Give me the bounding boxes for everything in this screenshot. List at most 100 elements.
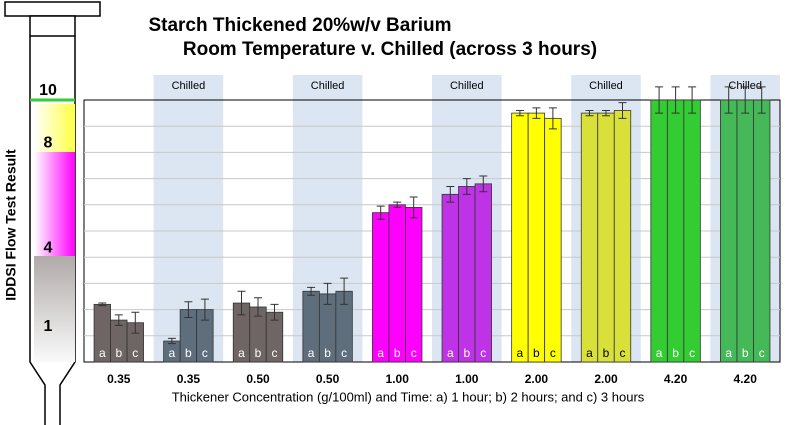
bar-letter: b <box>533 346 540 360</box>
bar <box>720 99 738 363</box>
x-tick-label: 1.00 <box>455 372 479 386</box>
bar-letter: a <box>238 346 245 360</box>
bar-letter: b <box>185 346 192 360</box>
x-tick-label: 2.00 <box>594 372 618 386</box>
bar-letter: b <box>394 346 401 360</box>
highlight-label: Chilled <box>311 80 345 92</box>
bar-letter: c <box>341 346 347 360</box>
bar-letter: b <box>324 346 331 360</box>
bar-letter: a <box>447 346 454 360</box>
error-bar <box>131 311 140 334</box>
error-bar <box>270 303 279 321</box>
bar <box>613 110 632 363</box>
x-tick-label: 2.00 <box>525 372 549 386</box>
bar-letter: c <box>620 346 626 360</box>
error-bar <box>323 282 332 305</box>
error-bar <box>376 205 385 220</box>
bar-letter: b <box>255 346 262 360</box>
bar-letter: b <box>463 346 470 360</box>
x-tick-label: 0.50 <box>246 372 270 386</box>
bar-letter: a <box>308 346 315 360</box>
y-tick-label: 4 <box>44 239 53 256</box>
error-bar <box>655 86 664 114</box>
bar-letter: a <box>725 346 732 360</box>
highlight-label: Chilled <box>728 80 762 92</box>
bar-letter: a <box>517 346 524 360</box>
bar <box>474 183 492 363</box>
y-tick-label: 8 <box>44 135 53 152</box>
highlight-label: Chilled <box>172 80 206 92</box>
error-bar <box>671 86 680 114</box>
bar <box>458 186 476 363</box>
syringe <box>4 1 101 425</box>
bar-letter: c <box>411 346 417 360</box>
error-bar <box>393 201 402 208</box>
error-bar <box>184 301 193 318</box>
bar <box>650 99 668 363</box>
bar <box>544 117 562 363</box>
error-bar <box>602 109 610 117</box>
chart-subtitle: Room Temperature v. Chilled (across 3 ho… <box>183 39 597 60</box>
bar-letter: a <box>377 346 384 360</box>
bar <box>441 193 459 363</box>
x-tick-label: 0.50 <box>316 372 340 386</box>
x-tick-label: 1.00 <box>386 372 410 386</box>
bar-letter: c <box>759 346 765 360</box>
error-bar <box>237 290 246 316</box>
error-bar <box>532 107 541 119</box>
error-bar <box>200 298 209 321</box>
bar-letter: a <box>586 346 593 360</box>
bar <box>388 204 406 363</box>
bar-letter: c <box>689 346 695 360</box>
y-axis-label: IDDSI Flow Test Result <box>3 149 19 301</box>
bar-letter: c <box>272 346 278 360</box>
error-bar <box>462 178 471 195</box>
error-bar <box>254 297 262 317</box>
bar-letter: b <box>742 346 749 360</box>
bar-letter: a <box>656 346 663 360</box>
error-bar <box>585 109 594 117</box>
error-bar <box>114 314 123 326</box>
error-bar <box>724 86 733 114</box>
bar <box>511 112 529 363</box>
bar-letter: a <box>99 346 106 360</box>
bar-letter: c <box>480 346 486 360</box>
y-tick-label: 1 <box>44 318 53 335</box>
bar-letter: c <box>202 346 208 360</box>
bar <box>666 99 685 363</box>
bar-letter: a <box>169 346 176 360</box>
error-bar <box>515 109 524 117</box>
highlight-label: Chilled <box>450 80 484 92</box>
bar-letter: b <box>672 346 679 360</box>
bar <box>372 212 390 363</box>
bar <box>736 99 754 363</box>
bar <box>527 112 546 363</box>
x-tick-label: 0.35 <box>177 372 201 386</box>
highlight-label: Chilled <box>589 80 623 92</box>
error-bar <box>340 277 349 305</box>
bar <box>753 99 771 363</box>
error-bar <box>409 196 418 219</box>
error-bar <box>479 175 488 193</box>
x-axis-label: Thickener Concentration (g/100ml) and Ti… <box>172 389 645 404</box>
error-bar <box>307 286 316 296</box>
chart-title: Starch Thickened 20%w/v Barium <box>148 15 451 36</box>
bar-letter: b <box>603 346 610 360</box>
error-bar <box>548 107 557 130</box>
error-bar <box>618 102 627 119</box>
bar <box>405 207 423 363</box>
error-bar <box>446 185 455 203</box>
bar <box>597 112 615 363</box>
y-tick-label: 10 <box>39 82 57 99</box>
error-bar <box>167 337 176 345</box>
x-tick-label: 4.20 <box>664 372 688 386</box>
error-bar <box>688 86 697 114</box>
error-bar <box>741 86 750 114</box>
bar-letter: c <box>132 346 138 360</box>
error-bar <box>757 86 766 114</box>
bar <box>580 112 599 363</box>
bar-letter: c <box>550 346 556 360</box>
x-tick-label: 0.35 <box>107 372 131 386</box>
bar <box>683 99 701 363</box>
